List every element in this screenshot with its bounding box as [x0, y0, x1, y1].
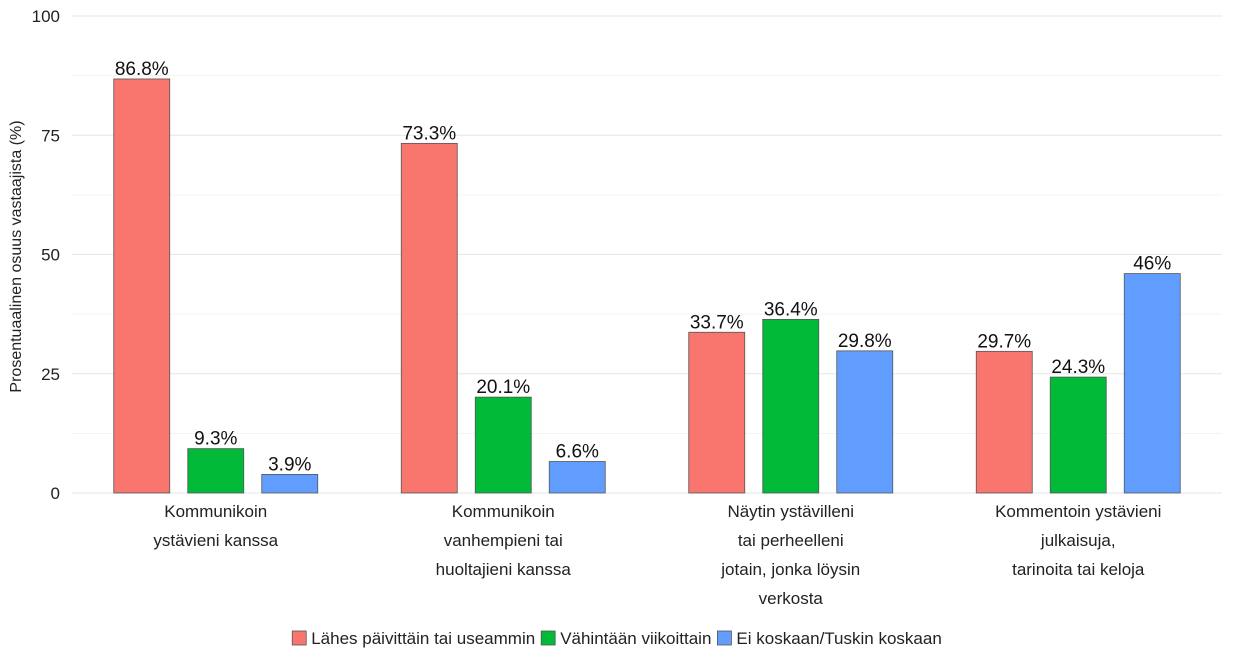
- data-label: 33.7%: [690, 312, 744, 333]
- legend: Lähes päivittäin tai useammin Vähintään v…: [291, 629, 942, 648]
- bar: [688, 331, 746, 494]
- data-label: 20.1%: [476, 377, 530, 398]
- legend-item: Ei koskaan/Tuskin koskaan: [717, 629, 942, 648]
- legend-swatch: [717, 630, 732, 646]
- gridlines: [72, 15, 1222, 494]
- legend-item: Lähes päivittäin tai useammin: [291, 629, 535, 648]
- x-tick-label: Näytin ystävilleni tai perheelleni jotain,…: [720, 502, 860, 608]
- bar: [474, 396, 532, 494]
- bar: [1049, 376, 1107, 494]
- y-tick-label: 100: [32, 7, 60, 26]
- x-tick-label: Kommunikoin ystävieni kanssa: [153, 502, 278, 550]
- data-label: 9.3%: [194, 429, 237, 450]
- bars: 86.8% 9.3% 3.9% 73.3% 20.1% 6.6% 33.7% 36.4% 29.…: [113, 59, 1181, 494]
- bar: [836, 350, 894, 494]
- legend-label: Ei koskaan/Tuskin koskaan: [736, 629, 941, 648]
- y-axis: 0 25 50 75 100 Prosentuaalinen osuus vastaaji…: [8, 7, 60, 503]
- data-label: 36.4%: [764, 299, 818, 320]
- legend-label: Lähes päivittäin tai useammin: [311, 629, 535, 648]
- y-tick-label: 75: [41, 126, 60, 145]
- x-tick-label: Kommentoin ystävieni julkaisuja, tarinoita…: [995, 502, 1161, 579]
- y-axis-label: Prosentuaalinen osuus vastaajista (%): [8, 120, 25, 392]
- y-tick-label: 25: [41, 365, 60, 384]
- legend-label: Vähintään viikoittain: [560, 629, 711, 648]
- bar: [762, 318, 820, 494]
- data-label: 46%: [1133, 254, 1171, 275]
- data-label: 86.8%: [115, 59, 169, 80]
- data-label: 6.6%: [556, 442, 599, 463]
- bar: [400, 142, 458, 494]
- y-tick-label: 0: [51, 484, 60, 503]
- data-label: 73.3%: [402, 123, 456, 144]
- bar: [187, 448, 245, 494]
- y-tick-label: 50: [41, 246, 60, 265]
- legend-swatch: [540, 630, 556, 646]
- data-label: 3.9%: [268, 454, 311, 475]
- bar: [113, 78, 171, 494]
- x-tick-label: Kommunikoin vanhempieni tai huoltajieni ka…: [436, 502, 572, 579]
- data-label: 29.8%: [838, 331, 892, 352]
- legend-swatch: [291, 630, 307, 646]
- data-label: 24.3%: [1051, 357, 1105, 378]
- bar: [1123, 273, 1181, 494]
- data-label: 29.7%: [977, 331, 1031, 352]
- bar: [548, 461, 606, 494]
- bar: [975, 350, 1033, 494]
- bar: [261, 473, 319, 494]
- x-axis: Kommunikoin ystävieni kanssa Kommunikoin va…: [153, 502, 1161, 608]
- legend-item: Vähintään viikoittain: [540, 629, 711, 648]
